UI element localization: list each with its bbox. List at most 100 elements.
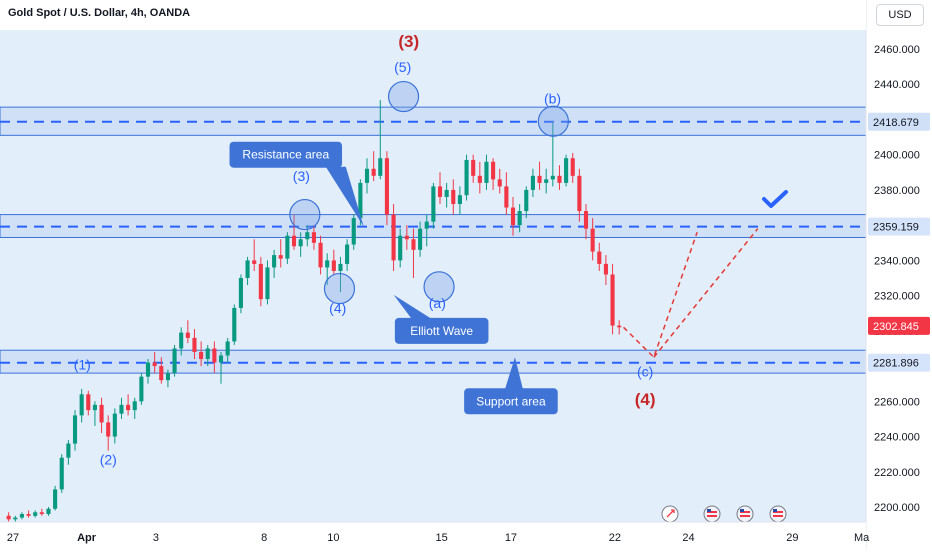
wave-circle: [289, 198, 321, 231]
candle-body: [590, 228, 595, 252]
candle-body: [610, 274, 615, 326]
candle-body: [451, 189, 456, 205]
callout-pointer: [325, 166, 364, 227]
candle-body: [424, 221, 429, 229]
candle-body: [185, 332, 190, 338]
candle-body: [132, 401, 137, 411]
candle-body: [298, 239, 303, 247]
price-zone: [0, 349, 867, 374]
y-tick-label: 2340.000: [874, 255, 920, 267]
candle-body: [418, 228, 423, 250]
wave-circle: [537, 105, 569, 137]
candle-body: [225, 341, 230, 356]
candle-body: [325, 260, 330, 268]
candle-body: [205, 348, 210, 360]
y-tick-label: 2380.000: [874, 185, 920, 197]
candle-body: [72, 415, 78, 444]
wave-label: (1): [74, 357, 91, 373]
candle-body: [13, 517, 18, 520]
event-icon-stripe: [707, 515, 717, 517]
wave-label: (4): [329, 300, 346, 316]
flag-event-icon: [769, 505, 787, 523]
callout: Resistance area: [229, 141, 364, 227]
candle-body: [112, 413, 117, 437]
price-label: 2418.679: [868, 112, 930, 131]
candle-body: [358, 182, 363, 219]
y-tick-label: 2400.000: [874, 150, 920, 162]
candle-body: [537, 175, 542, 183]
candle-body: [517, 211, 522, 226]
event-icon-circle: [736, 505, 754, 523]
candle-body: [471, 159, 476, 176]
price-label-text: 2281.896: [873, 358, 919, 370]
candle-body: [364, 168, 370, 183]
candle-body: [59, 457, 64, 490]
candle-body: [92, 404, 97, 411]
wave-label: (b): [544, 91, 561, 107]
event-icon-circle: [769, 505, 787, 523]
x-tick-label: Ma: [854, 532, 870, 544]
candle-body: [351, 218, 356, 245]
callout-box: [464, 388, 558, 415]
price-label-box: [868, 353, 930, 372]
candle-body: [477, 175, 482, 183]
candle-body: [457, 195, 462, 205]
event-icon-arrow: [666, 509, 675, 518]
candle-body: [126, 404, 131, 411]
event-icon-stripe: [707, 511, 717, 513]
x-tick-label: 8: [261, 532, 267, 544]
candle-body: [26, 514, 31, 516]
wave-label: (a): [429, 295, 446, 311]
candle-body: [491, 161, 496, 180]
checkmark-icon: [762, 190, 788, 208]
candle-body: [437, 186, 443, 197]
y-tick-label: 2440.000: [874, 79, 920, 91]
candle-body: [106, 422, 111, 437]
candle-body: [272, 255, 277, 268]
candle-body: [583, 211, 589, 229]
callout-pointer: [504, 357, 523, 390]
candle-body: [172, 348, 177, 374]
candle-body: [431, 186, 436, 222]
candle-body: [232, 307, 237, 342]
x-tick-label: Apr: [77, 532, 97, 544]
event-icon-canton: [773, 509, 777, 512]
currency-selector[interactable]: USD: [876, 4, 924, 26]
wave-label: (4): [635, 390, 656, 409]
candle-body: [597, 251, 602, 264]
candle-body: [305, 232, 310, 240]
price-label-box: [868, 316, 930, 335]
candle-body: [212, 348, 217, 363]
candle-body: [544, 179, 549, 183]
candle-body: [66, 443, 71, 458]
candle-body: [6, 515, 11, 520]
candle-body: [238, 278, 243, 308]
dividend-icon: [661, 505, 679, 523]
price-label-box: [868, 112, 930, 131]
candle-body: [550, 175, 555, 180]
projection-line: [622, 231, 698, 359]
candle-body: [86, 394, 91, 411]
candle-body: [79, 394, 84, 416]
candle-body: [510, 207, 516, 226]
candle-body: [179, 332, 184, 349]
candle-body: [557, 175, 562, 183]
callout: Elliott Wave: [393, 294, 489, 344]
y-tick-label: 2200.000: [874, 502, 920, 514]
candle-body: [404, 235, 409, 240]
candle-body: [19, 514, 24, 518]
candle-body: [119, 404, 124, 414]
candle-body: [139, 376, 144, 402]
candle-body: [291, 235, 297, 247]
event-icon-canton: [740, 509, 744, 512]
candle-body: [245, 260, 250, 278]
y-tick-label: 2460.000: [874, 44, 920, 56]
x-tick-label: 27: [7, 532, 19, 544]
price-label-text: 2302.845: [873, 321, 919, 333]
candle-body: [603, 263, 608, 275]
candle-body: [331, 260, 336, 271]
candle-body: [46, 508, 51, 515]
candle-body: [218, 355, 224, 363]
